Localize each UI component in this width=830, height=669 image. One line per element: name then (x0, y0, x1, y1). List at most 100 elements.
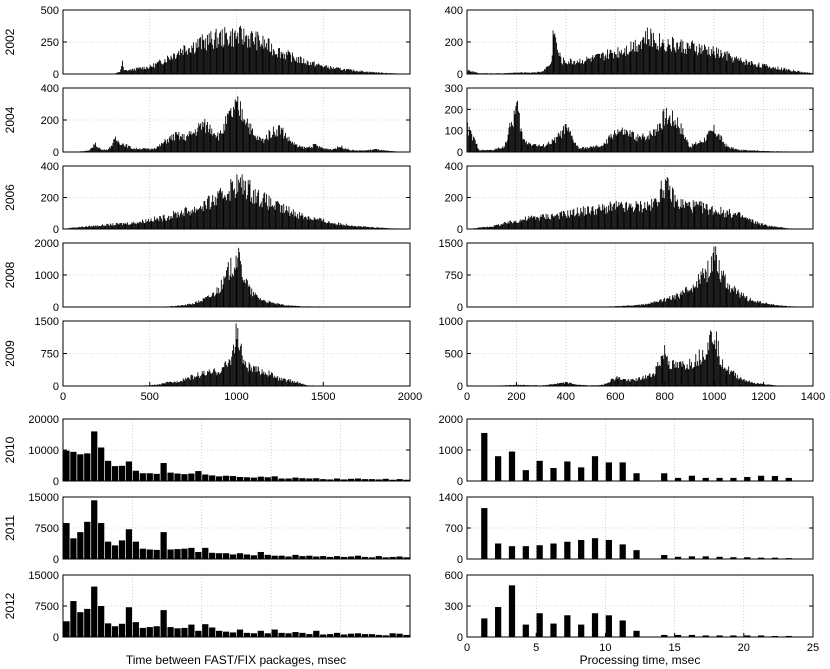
histogram-bar (745, 217, 747, 229)
histogram-bar (731, 217, 733, 229)
histogram-bar (733, 370, 735, 386)
histogram-bar (536, 545, 543, 559)
histogram-bar (157, 146, 159, 152)
histogram-bar (104, 623, 112, 637)
histogram-bar (761, 383, 763, 386)
histogram-bar (553, 34, 555, 74)
histogram-bar (175, 383, 177, 386)
histogram-bar (222, 284, 224, 307)
histogram-bar (639, 211, 640, 229)
histogram-bar (627, 131, 628, 152)
histogram-bar (610, 379, 612, 386)
histogram-bar (757, 64, 759, 74)
histogram-bar (729, 148, 731, 152)
histogram-bar (697, 143, 699, 152)
histogram-bar (707, 260, 709, 307)
x-tick-label: 0 (464, 391, 470, 403)
histogram-bar (285, 305, 287, 307)
histogram-bar (198, 300, 200, 307)
histogram-bar (722, 359, 724, 386)
histogram-bar (542, 214, 544, 229)
histogram-bar (660, 299, 662, 307)
histogram-bar (697, 274, 699, 307)
histogram-bar (724, 368, 726, 386)
histogram-bar (712, 131, 714, 152)
histogram-bar (745, 149, 747, 152)
histogram-bar (160, 384, 162, 386)
histogram-bar (176, 380, 178, 386)
histogram-bar (102, 225, 104, 229)
histogram-bar (270, 198, 272, 229)
histogram-bar (325, 223, 327, 229)
histogram-bar (742, 149, 744, 152)
histogram-bar (358, 226, 360, 229)
histogram-bar (690, 207, 692, 229)
histogram-bar (697, 365, 699, 386)
histogram-bar (716, 477, 723, 481)
histogram-bar (227, 362, 229, 386)
histogram-bar (634, 381, 636, 386)
histogram-bar (318, 146, 320, 152)
histogram-bar (232, 117, 234, 152)
histogram-bar (471, 134, 473, 152)
histogram-bar (153, 473, 160, 481)
histogram-bar (748, 301, 749, 307)
histogram-bar (786, 305, 788, 307)
histogram-bar (517, 384, 519, 386)
histogram-bar (370, 72, 371, 74)
histogram-bar (274, 54, 276, 74)
histogram-bar (375, 479, 382, 481)
histogram-bar (694, 143, 696, 152)
histogram-bar (689, 147, 691, 152)
histogram-bar (669, 44, 671, 74)
histogram-bar (250, 123, 252, 152)
histogram-bar (204, 374, 206, 386)
histogram-bar (550, 63, 551, 74)
histogram-bar (620, 379, 621, 386)
histogram-bar (763, 384, 765, 386)
histogram-bar (117, 224, 119, 229)
y-tick-label: 0 (53, 476, 59, 488)
histogram-bar (603, 384, 605, 386)
histogram-bar (607, 58, 609, 74)
histogram-bar (187, 377, 189, 386)
histogram-bar (768, 226, 769, 229)
histogram-bar (676, 42, 678, 74)
histogram-bar (728, 53, 730, 74)
histogram-bar (257, 630, 264, 637)
histogram-bar (261, 369, 263, 386)
histogram-bar (251, 288, 253, 307)
histogram-bar (279, 47, 280, 74)
histogram-bar (666, 124, 668, 152)
histogram-bar (275, 201, 277, 229)
histogram-bar (135, 70, 136, 74)
histogram-bar (615, 135, 617, 152)
histogram-bar (608, 53, 610, 74)
histogram-bar (725, 217, 727, 229)
histogram-bar (552, 384, 554, 386)
histogram-bar (686, 139, 688, 152)
histogram-bar (671, 369, 673, 386)
histogram-bar (650, 302, 652, 307)
histogram-bar (135, 224, 137, 229)
histogram-bar (338, 68, 340, 74)
y-tick-label: 750 (41, 349, 59, 361)
histogram-bar (533, 144, 535, 152)
histogram-bar (672, 360, 673, 386)
histogram-bar (255, 372, 257, 386)
histogram-bar (243, 180, 245, 229)
histogram-bar (655, 199, 657, 229)
histogram-bar (279, 204, 280, 229)
histogram-bar (515, 220, 517, 229)
histogram-bar (292, 52, 293, 74)
histogram-bar (227, 114, 229, 152)
histogram-bar (343, 69, 345, 74)
histogram-bar (754, 301, 756, 307)
histogram-bar (473, 136, 474, 152)
histogram-bar (582, 384, 584, 386)
histogram-bar (635, 378, 637, 386)
histogram-bar (325, 148, 327, 152)
histogram-bar (100, 226, 102, 229)
histogram-bar (201, 121, 203, 152)
histogram-bar (147, 221, 149, 229)
